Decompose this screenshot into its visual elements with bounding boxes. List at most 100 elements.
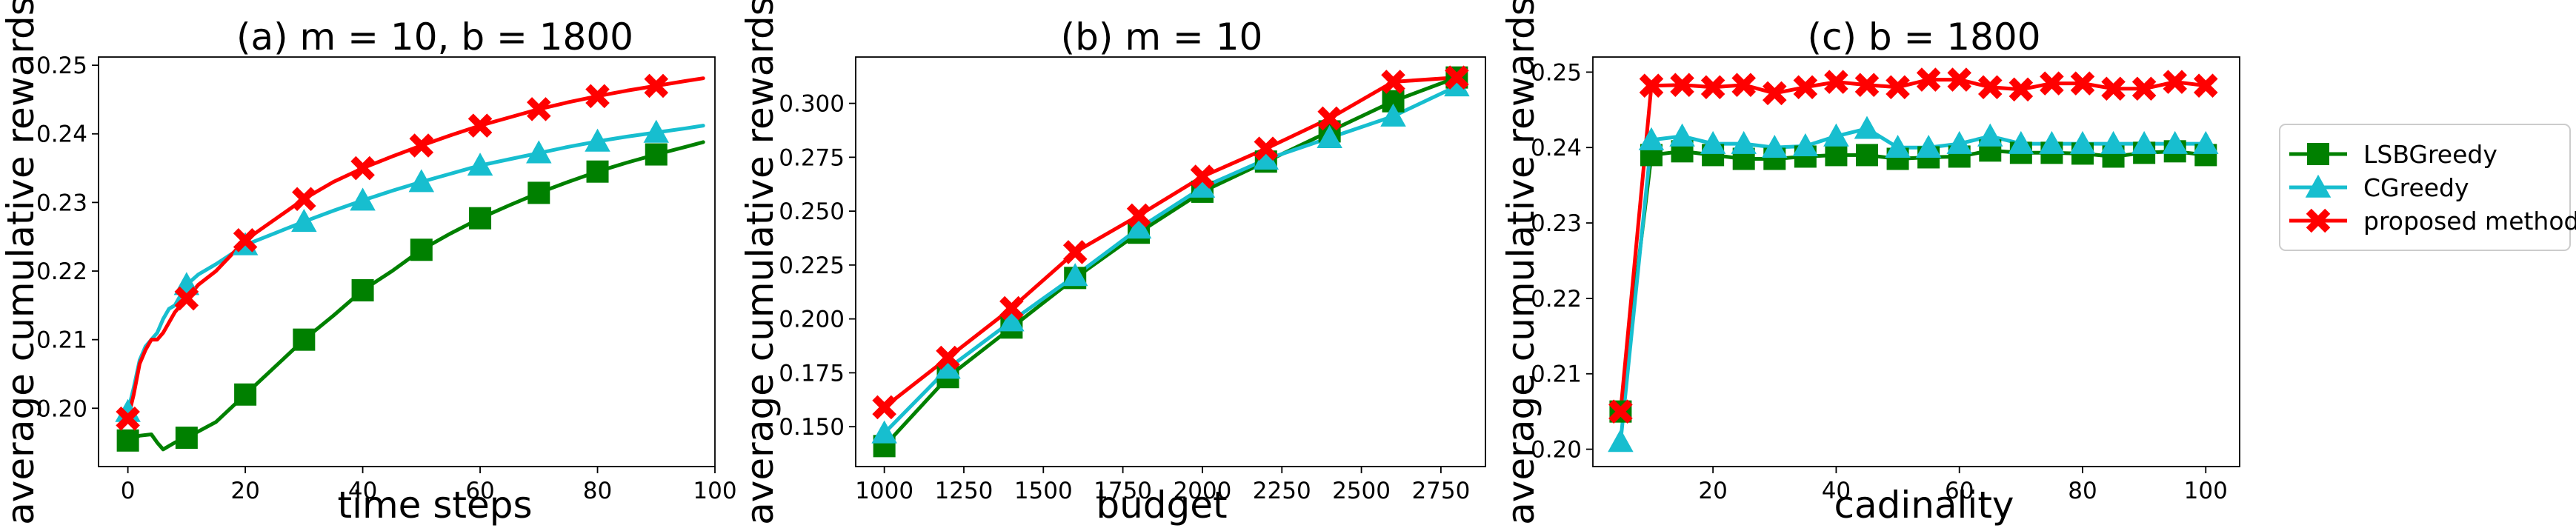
chart-a-xlabel: time steps (337, 484, 532, 527)
chart-a-ticks: 0 20 40 60 80 100 0.20 0.21 0.22 0.23 0.24 0.25 (36, 53, 737, 504)
chart-a-series-3-point (174, 286, 199, 311)
chart-b-series-2-point (1125, 216, 1152, 239)
chart-c-marks (1608, 67, 2219, 452)
chart-a-series-2-point (350, 187, 376, 211)
chart-a-series-3-point (467, 113, 493, 138)
chart-c-series-2-point (1608, 429, 1634, 452)
chart-panel-c: 20 40 60 80 100 0.20 0.21 0.22 0.23 0.24 0.25 (c) … (1500, 0, 2240, 527)
legend-box (2279, 124, 2571, 251)
chart-c-xtick-label: 100 (2184, 478, 2228, 504)
chart-c-series-2-point (1977, 123, 2003, 147)
chart-a-series-3-point (233, 228, 258, 253)
chart-b-xtick-label: 1250 (935, 478, 994, 504)
chart-b-series-3-point (1254, 136, 1279, 161)
chart-panel-b: 1000 1250 1500 1750 2000 2250 2500 2750 0.150 0.1… (739, 0, 1486, 527)
chart-c-series-3-point (1700, 75, 1725, 100)
chart-c-series-3-point (2070, 71, 2095, 96)
chart-c-series-3-point (1731, 73, 1756, 97)
chart-c-series-2-point (2100, 130, 2126, 154)
chart-c-ticks: 20 40 60 80 100 0.20 0.21 0.22 0.23 0.24 0.25 (1531, 59, 2228, 504)
chart-a-series-line-3 (126, 76, 705, 421)
chart-c-frame (1592, 56, 2240, 467)
chart-a-series-3-point (409, 133, 434, 158)
chart-b-series-3-point (872, 395, 896, 420)
chart-b-xtick-label: 1000 (855, 478, 913, 504)
legend-marker-3 (2306, 208, 2331, 233)
chart-c-series-3-point (1947, 67, 1971, 92)
chart-a-ytick-label: 0.23 (36, 190, 87, 216)
chart-c-series-3-point (1608, 399, 1633, 424)
chart-a-series-2-point (526, 140, 552, 164)
chart-c-series-2-point (2069, 130, 2096, 154)
legend-label-3: proposed method (2363, 207, 2576, 236)
chart-a-ytick-label: 0.22 (36, 258, 87, 285)
chart-c-series-2-point (2039, 130, 2065, 154)
chart-b-xtick-label: 2500 (1332, 478, 1391, 504)
chart-c-series-2-point (2193, 130, 2219, 154)
chart-a-title: (a) m = 10, b = 1800 (236, 16, 633, 59)
chart-a-series-line-2 (126, 124, 705, 414)
chart-a-series-3-point (292, 187, 316, 212)
chart-b-series-2-point (1189, 174, 1216, 198)
chart-c-series-3-point (1639, 73, 1664, 98)
chart-b-ytick-label: 0.300 (779, 91, 845, 118)
chart-b-series-2-point (1380, 103, 1406, 127)
chart-b-series-2-point (935, 355, 961, 379)
chart-b-series-line-1 (882, 76, 1459, 448)
chart-b-xlabel: budget (1096, 484, 1227, 527)
legend-label-1: LSBGreedy (2363, 140, 2497, 169)
legend-marker-1 (2307, 143, 2329, 165)
chart-c-xtick-label: 80 (2068, 478, 2097, 504)
chart-c-series-2-point (1946, 130, 1972, 154)
chart-c-series-2-point (2008, 130, 2034, 154)
chart-a-xtick-label: 60 (465, 478, 494, 504)
chart-a-series-1-point (175, 427, 198, 450)
legend-label-2: CGreedy (2363, 173, 2469, 202)
chart-b-ylabel: average cumulative rewards (739, 0, 782, 525)
chart-b-series-3-point (1381, 70, 1405, 94)
chart-a-series-2-point (291, 209, 317, 233)
chart-b-ytick-label: 0.150 (779, 414, 845, 441)
chart-a-marks (115, 73, 705, 452)
chart-a-xtick-label: 0 (121, 478, 136, 504)
chart-a-series-1-point (410, 238, 433, 261)
chart-a-series-1-point (293, 328, 316, 351)
chart-c-series-2-point (1915, 134, 1942, 158)
chart-a-xtick-label: 100 (693, 478, 736, 504)
chart-c-series-3-point (2040, 71, 2064, 96)
chart-b-frame (855, 56, 1486, 467)
chart-c-series-3-point (2131, 76, 2157, 101)
chart-b-xtick-label: 2750 (1411, 478, 1470, 504)
chart-b-series-2-point (1253, 147, 1279, 170)
legend-entries: LSBGreedy CGreedy proposed method (2289, 140, 2576, 236)
chart-c-series-3-point (1916, 67, 1941, 92)
chart-b-xtick-label: 2250 (1253, 478, 1311, 504)
chart-a-series-1-point (234, 383, 257, 406)
chart-c-series-3-point (1762, 81, 1787, 106)
chart-b-title: (b) m = 10 (1061, 16, 1263, 59)
chart-a-ytick-label: 0.25 (36, 53, 87, 79)
chart-c-ytick-label: 0.21 (1531, 361, 1582, 388)
chart-b-series-3-point (999, 295, 1024, 321)
chart-a-series-1-point (469, 207, 492, 230)
chart-c-series-2-point (1885, 134, 1911, 158)
chart-c-series-2-point (1638, 127, 1665, 150)
chart-a-series-3-point (585, 84, 610, 109)
chart-b-ytick-label: 0.225 (779, 253, 845, 279)
chart-b-ytick-label: 0.275 (779, 144, 845, 171)
chart-b-series-3-point (936, 345, 960, 370)
chart-c-ytick-label: 0.20 (1531, 437, 1582, 464)
chart-c-ylabel: average cumulative rewards (1500, 0, 1542, 525)
chart-a-xtick-label: 80 (583, 478, 612, 504)
chart-c-ytick-label: 0.24 (1531, 135, 1582, 161)
chart-a-series-1-point (116, 429, 139, 452)
chart-b-xtick-label: 2000 (1173, 478, 1231, 504)
chart-a-series-3-point (116, 406, 140, 431)
chart-a-ylabel: average cumulative rewards (0, 0, 42, 525)
chart-c-series-3-point (1793, 75, 1818, 100)
chart-c-series-2-point (2162, 130, 2188, 154)
chart-a-series-3-point (527, 97, 551, 121)
chart-c-series-3-point (1854, 73, 1880, 97)
chart-b-series-3-point (1126, 203, 1151, 228)
